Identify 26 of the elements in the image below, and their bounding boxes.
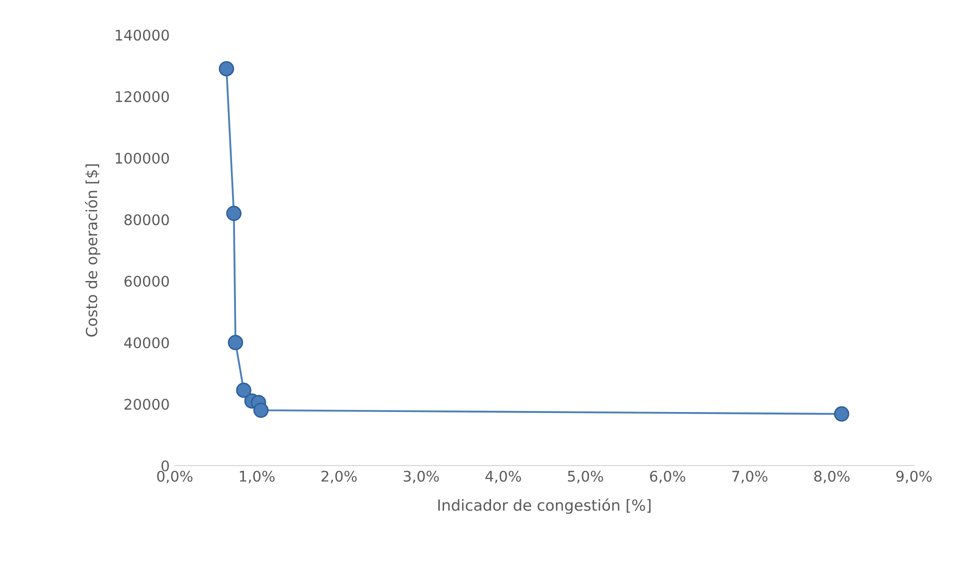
- x-axis-title: Indicador de congestión [%]: [438, 498, 651, 514]
- y-tick-label: 80000: [124, 214, 169, 226]
- y-tick-label: 40000: [124, 337, 169, 348]
- point: [834, 406, 850, 422]
- point: [228, 334, 244, 350]
- y-tick-label: 120000: [116, 91, 169, 102]
- point: [226, 206, 242, 221]
- x-tick-label: 1,0%: [240, 470, 275, 484]
- x-tick-label: 8,0%: [814, 470, 850, 484]
- y-tick-label: 140000: [116, 30, 169, 41]
- y-tick-label: 60000: [124, 276, 169, 287]
- x-tick-label: 6,0%: [650, 470, 686, 484]
- x-tick-label: 9,0%: [896, 470, 932, 484]
- x-tick-label: 5,0%: [568, 470, 604, 484]
- y-tick-label: 100000: [116, 152, 169, 164]
- x-tick-label: 4,0%: [485, 470, 521, 484]
- y-tick-label: 20000: [124, 398, 169, 410]
- y-tick-label: 0: [162, 460, 169, 472]
- x-tick-label: 7,0%: [732, 470, 768, 484]
- point: [236, 382, 252, 398]
- y-axis-title: Costo de operación [$]: [84, 164, 100, 337]
- x-tick-label: 0,0%: [157, 470, 192, 484]
- x-tick-label: 2,0%: [322, 470, 357, 484]
- x-tick-label: 3,0%: [404, 470, 439, 484]
- point: [218, 61, 234, 76]
- point: [253, 402, 269, 418]
